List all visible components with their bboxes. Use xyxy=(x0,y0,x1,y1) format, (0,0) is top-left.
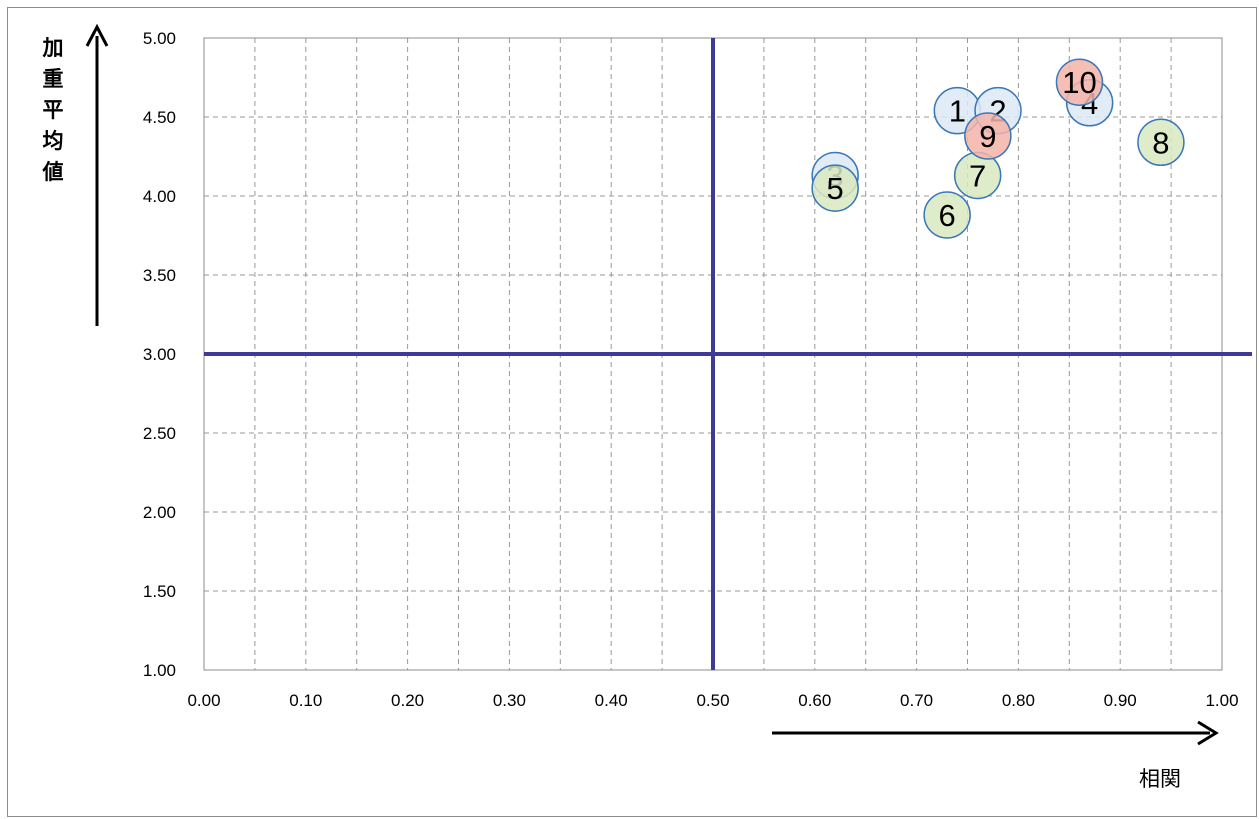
y-axis-title: 加重平均値 xyxy=(42,36,64,184)
y-axis-arrow-head xyxy=(85,23,109,47)
y-tick-label: 2.50 xyxy=(143,424,176,443)
y-tick-label: 2.00 xyxy=(143,503,176,522)
data-point-7: 7 xyxy=(953,151,1002,200)
point-label: 7 xyxy=(969,158,986,193)
y-axis-title-char: 平 xyxy=(43,98,64,122)
y-axis-title-char: 加 xyxy=(42,36,64,60)
y-tick-label: 1.00 xyxy=(143,661,176,680)
point-label: 1 xyxy=(949,94,966,129)
y-tick-label: 1.50 xyxy=(143,582,176,601)
point-marker xyxy=(964,112,1012,160)
reference-lines xyxy=(204,38,1252,670)
point-marker xyxy=(923,191,971,239)
axis-arrows xyxy=(85,23,1219,746)
x-tick-label: 0.40 xyxy=(595,691,628,710)
y-tick-label: 5.00 xyxy=(143,29,176,48)
y-axis-title-char: 均 xyxy=(43,129,64,153)
x-tick-label: 0.20 xyxy=(391,691,424,710)
x-tick-label: 0.60 xyxy=(798,691,831,710)
x-tick-label: 0.10 xyxy=(289,691,322,710)
point-marker xyxy=(1137,118,1185,167)
y-tick-label: 3.50 xyxy=(143,266,176,285)
data-point-8: 8 xyxy=(1137,118,1185,167)
y-tick-label: 4.00 xyxy=(143,187,176,206)
point-label: 10 xyxy=(1062,65,1096,100)
x-tick-label: 0.80 xyxy=(1002,691,1035,710)
chart-frame xyxy=(7,7,1257,817)
x-tick-label: 0.70 xyxy=(900,691,933,710)
point-marker xyxy=(1055,58,1104,106)
data-point-5: 5 xyxy=(811,164,859,212)
x-tick-label: 1.00 xyxy=(1205,691,1238,710)
x-tick-label: 0.50 xyxy=(696,691,729,710)
point-label: 6 xyxy=(939,198,956,233)
x-axis-title: 相関 xyxy=(1139,767,1181,791)
x-tick-label: 0.00 xyxy=(187,691,220,710)
data-point-9: 9 xyxy=(964,112,1012,160)
point-label: 5 xyxy=(827,171,844,206)
point-label: 9 xyxy=(979,119,996,154)
data-points: 12345678910 xyxy=(811,58,1185,239)
tick-labels: 0.00 0.10 0.20 0.30 0.40 0.50 0.60 0.70 0.80 0.90… xyxy=(143,29,1239,710)
point-marker xyxy=(811,164,859,212)
data-point-10: 10 xyxy=(1055,58,1104,106)
data-point-6: 6 xyxy=(923,191,971,239)
point-label: 8 xyxy=(1152,125,1169,160)
x-tick-label: 0.90 xyxy=(1104,691,1137,710)
y-tick-label: 3.00 xyxy=(143,345,176,364)
x-tick-label: 0.30 xyxy=(493,691,526,710)
y-axis-title-char: 値 xyxy=(42,160,64,184)
x-axis-arrow-head xyxy=(1197,720,1219,746)
y-tick-label: 4.50 xyxy=(143,108,176,127)
y-axis-title-char: 重 xyxy=(43,67,64,91)
